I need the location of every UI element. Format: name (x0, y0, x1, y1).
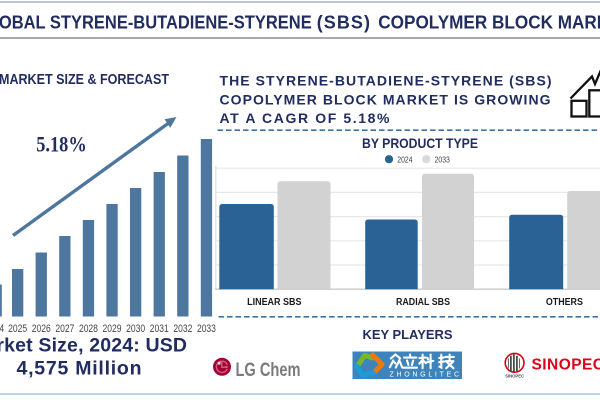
svg-text:OTHERS: OTHERS (546, 297, 583, 308)
svg-text:SINOPEC: SINOPEC (532, 356, 600, 373)
svg-text:2030: 2030 (126, 323, 145, 335)
svg-text:4,575 Million: 4,575 Million (17, 358, 142, 380)
svg-text:KEY PLAYERS: KEY PLAYERS (363, 327, 453, 342)
svg-text:LG Chem: LG Chem (236, 359, 301, 381)
svg-text:THE STYRENE-BUTADIENE-STYRENE: THE STYRENE-BUTADIENE-STYRENE (SBS) (220, 73, 552, 89)
svg-text:2025: 2025 (8, 323, 27, 335)
svg-text:2026: 2026 (32, 323, 51, 335)
svg-text:5.18%: 5.18% (36, 131, 86, 156)
svg-text:SINOPEC: SINOPEC (505, 373, 524, 378)
svg-text:2033: 2033 (197, 323, 216, 335)
svg-text:BY PRODUCT TYPE: BY PRODUCT TYPE (362, 136, 478, 151)
svg-text:2024: 2024 (397, 155, 413, 164)
svg-text:COPOLYMER BLOCK MARKET IS GROW: COPOLYMER BLOCK MARKET IS GROWING (220, 91, 551, 107)
svg-text:Market Size, 2024: USD: Market Size, 2024: USD (0, 334, 187, 356)
svg-text:AT A CAGR OF 5.18%: AT A CAGR OF 5.18% (220, 110, 391, 126)
svg-text:(SBS): (SBS) (317, 13, 370, 33)
svg-text:MARKET SIZE & FORECAST: MARKET SIZE & FORECAST (0, 71, 170, 88)
svg-text:2027: 2027 (55, 323, 74, 335)
svg-text:2033: 2033 (435, 155, 451, 164)
svg-text:2031: 2031 (150, 323, 169, 335)
svg-text:RADIAL SBS: RADIAL SBS (396, 297, 450, 308)
svg-text:2029: 2029 (103, 323, 122, 335)
svg-text:COPOLYMER BLOCK MARKET: COPOLYMER BLOCK MARKET (378, 13, 600, 33)
svg-text:2028: 2028 (79, 323, 98, 335)
svg-text:LINEAR SBS: LINEAR SBS (247, 297, 302, 308)
svg-text:ZHONGLITEC: ZHONGLITEC (390, 371, 460, 378)
svg-text:GLOBAL STYRENE-BUTADIENE-STYRE: GLOBAL STYRENE-BUTADIENE-STYRENE (0, 13, 312, 33)
svg-text:2032: 2032 (173, 323, 192, 335)
svg-text:2024: 2024 (0, 323, 4, 335)
